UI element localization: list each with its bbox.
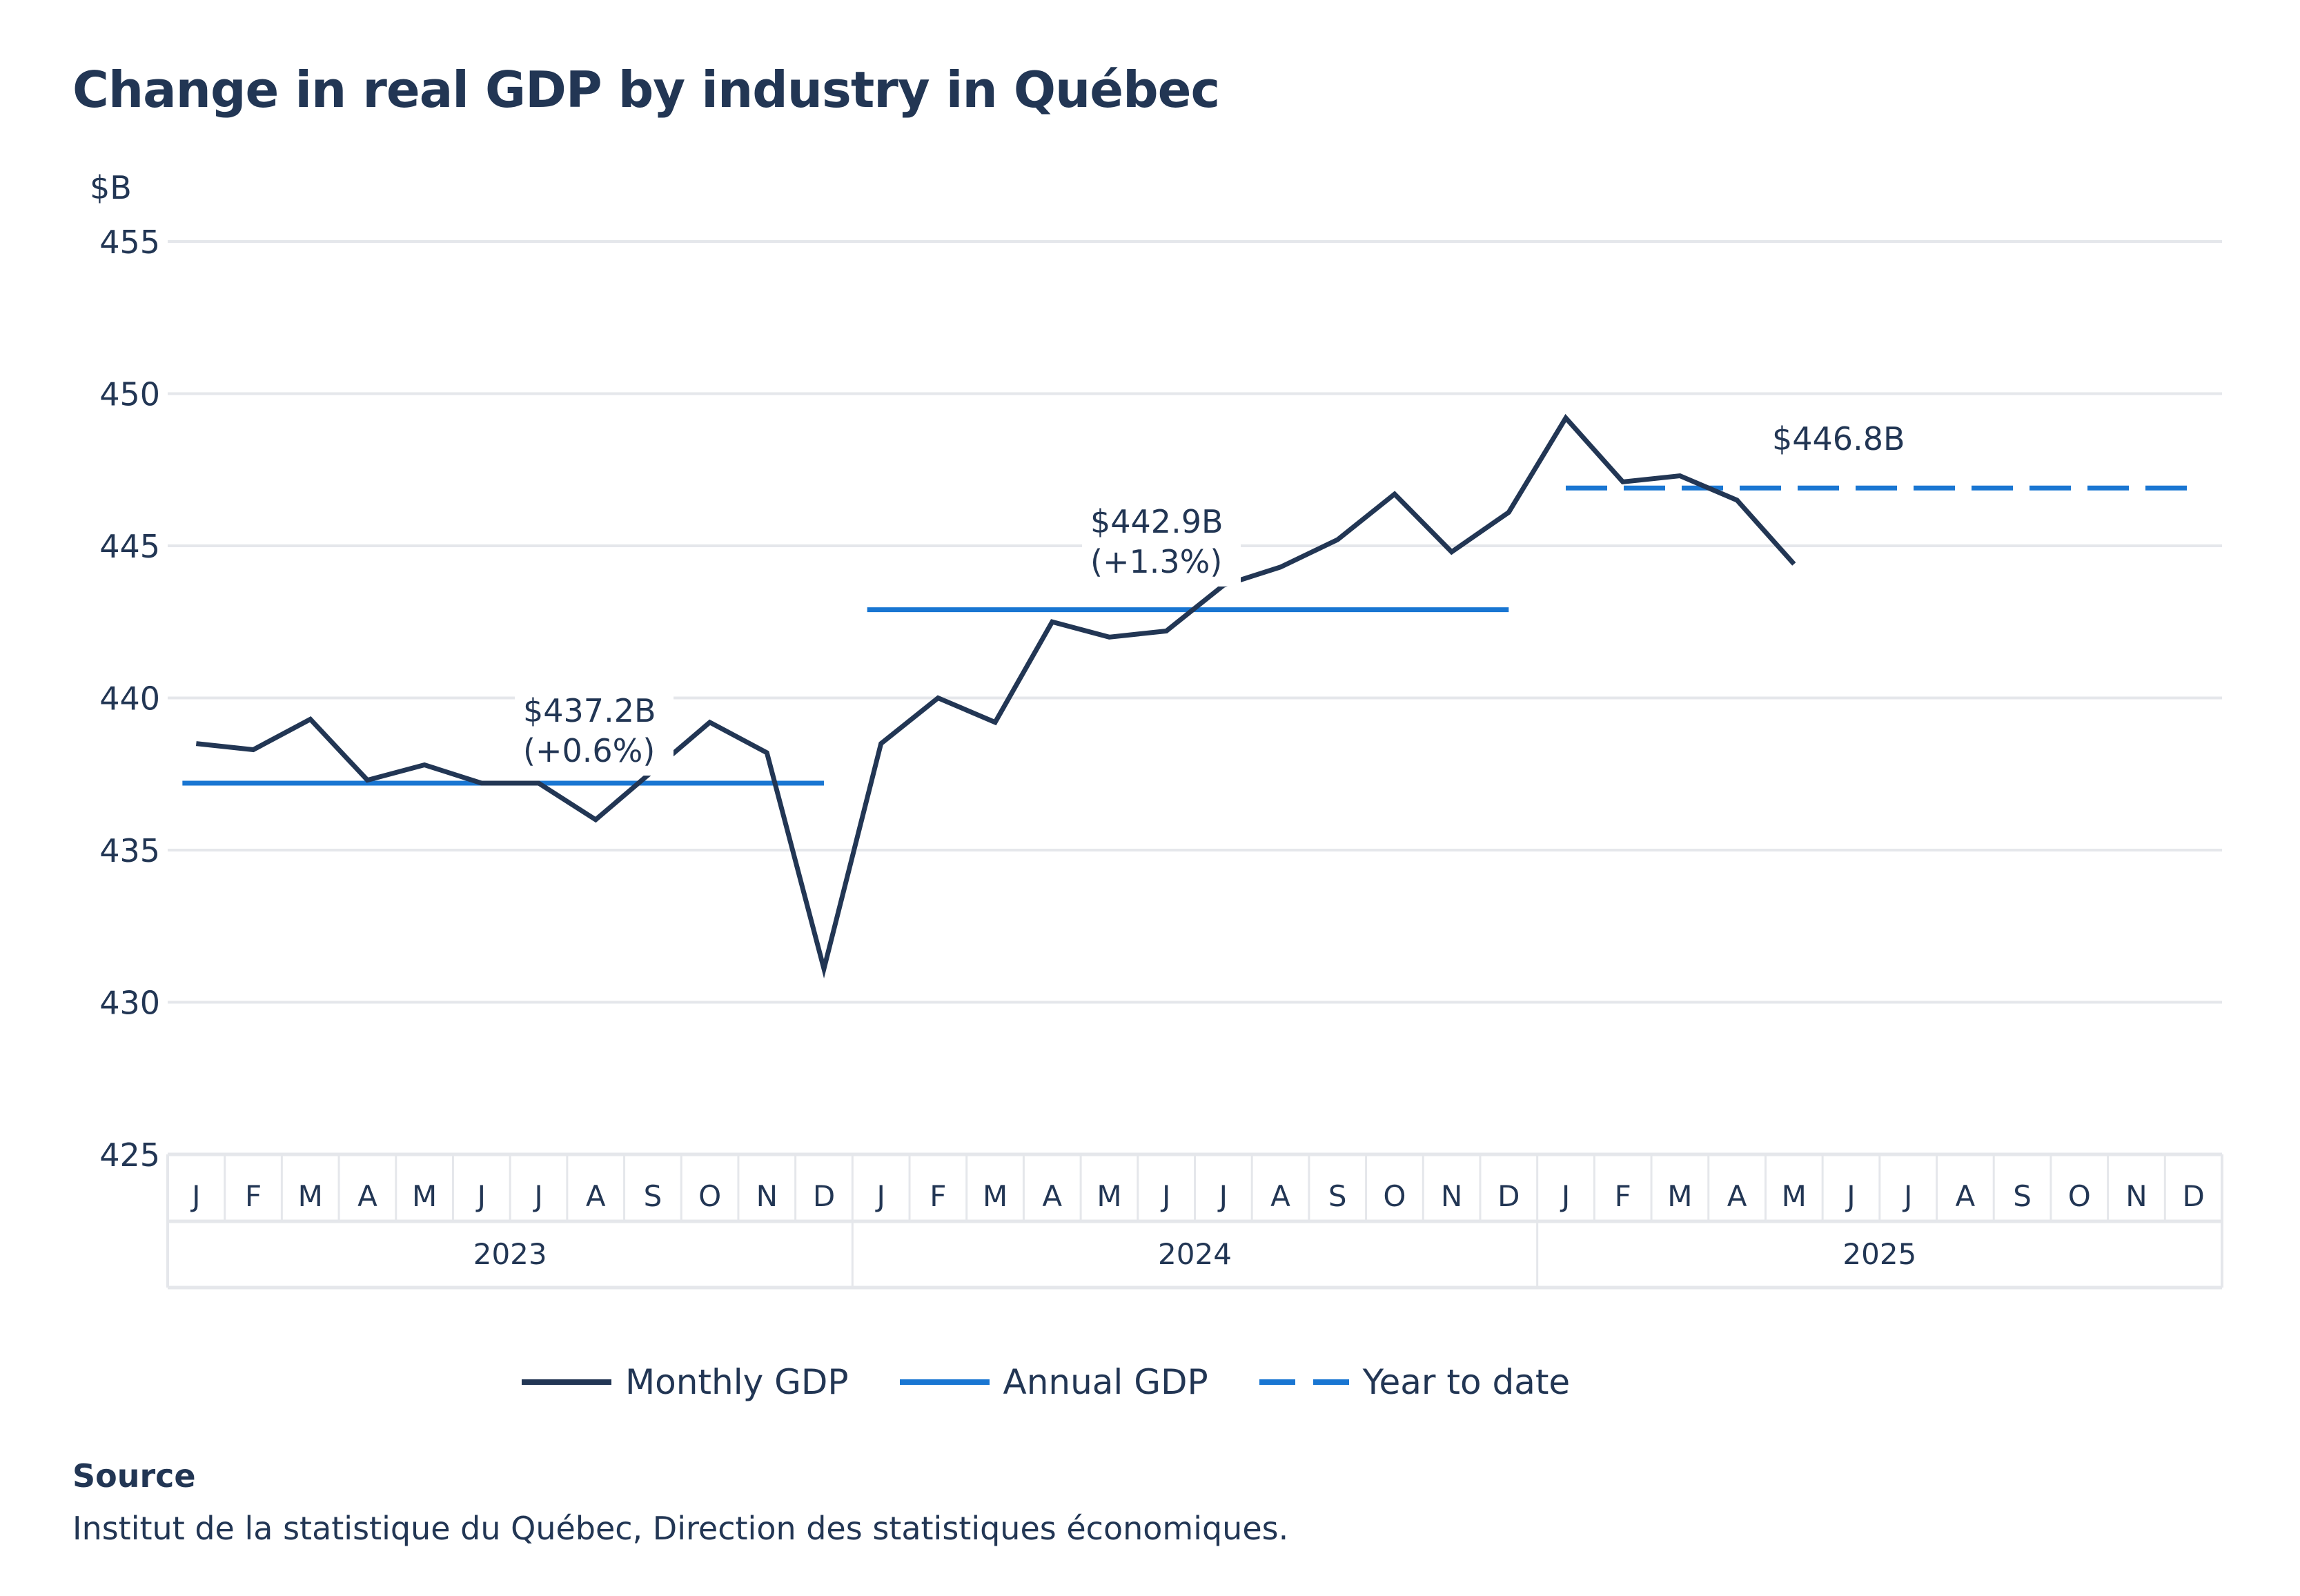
legend: Monthly GDP Annual GDP Year to date [522, 1358, 1621, 1406]
y-tick-label: 435 [99, 832, 160, 869]
x-tick-month: S [1328, 1179, 1347, 1213]
x-tick-month: F [930, 1179, 946, 1213]
legend-swatch-annual [899, 1379, 990, 1385]
annotation-label: (+1.3%) [1090, 543, 1222, 580]
source-heading: Source [72, 1457, 196, 1495]
legend-item-annual[interactable]: Annual GDP [899, 1358, 1208, 1406]
y-tick-label: 455 [99, 224, 160, 261]
gridlines [168, 240, 2222, 1004]
x-tick-month: J [1560, 1179, 1570, 1213]
x-tick-month: J [1160, 1179, 1170, 1213]
x-tick-month: S [2013, 1179, 2032, 1213]
x-tick-month: D [2182, 1179, 2204, 1213]
x-tick-month: A [1956, 1179, 1976, 1213]
x-tick-month: O [1383, 1179, 1406, 1213]
legend-item-ytd[interactable]: Year to date [1259, 1358, 1571, 1406]
annotation-labels: $437.2B(+0.6%) $442.9B(+1.3%) $446.8B [515, 414, 1923, 776]
y-tick-label: 445 [99, 528, 160, 565]
x-tick-month: A [1727, 1179, 1747, 1213]
x-tick-month: A [1270, 1179, 1290, 1213]
x-tick-month: D [1497, 1179, 1520, 1213]
x-tick-month: N [2125, 1179, 2147, 1213]
x-tick-month: A [357, 1179, 377, 1213]
y-tick-label: 430 [99, 985, 160, 1022]
y-tick-label: 425 [99, 1136, 160, 1174]
x-tick-month: A [1042, 1179, 1062, 1213]
monthly-gdp-line [195, 413, 1796, 978]
x-axis: J F M A M J J A S O N D J F M A M J J A S O N D J F M A M J J A S O N D2023… [166, 1152, 2223, 1290]
legend-item-monthly[interactable]: Monthly GDP [522, 1358, 849, 1406]
x-tick-month: M [1782, 1179, 1807, 1213]
annotation-label: (+0.6%) [523, 732, 655, 769]
x-tick-month: J [874, 1179, 885, 1213]
x-tick-month: S [644, 1179, 662, 1213]
x-tick-year: 2025 [1842, 1237, 1916, 1271]
y-tick-label: 450 [99, 376, 160, 413]
x-tick-month: M [1667, 1179, 1692, 1213]
chart-title: Change in real GDP by industry in Québec [72, 61, 1220, 119]
x-tick-month: A [586, 1179, 606, 1213]
annotation-background [515, 686, 674, 776]
x-tick-month: F [245, 1179, 262, 1213]
x-tick-month: M [1097, 1179, 1121, 1213]
x-tick-month: N [756, 1179, 778, 1213]
x-tick-month: M [412, 1179, 437, 1213]
x-tick-month: J [532, 1179, 542, 1213]
x-tick-month: J [1902, 1179, 1912, 1213]
annotation-label: $442.9B [1090, 503, 1223, 540]
x-tick-year: 2023 [473, 1237, 547, 1271]
legend-label: Monthly GDP [625, 1362, 849, 1402]
x-tick-month: J [475, 1179, 486, 1213]
annotation-label: $446.8B [1772, 420, 1905, 457]
legend-swatch-monthly [522, 1379, 611, 1385]
legend-label: Year to date [1362, 1362, 1571, 1402]
legend-label: Annual GDP [1003, 1362, 1208, 1402]
y-tick-label: 440 [99, 680, 160, 718]
x-tick-month: J [190, 1179, 200, 1213]
annotation-background [1082, 497, 1241, 587]
legend-swatch-ytd [1259, 1379, 1349, 1385]
y-axis-label: $B [90, 169, 132, 206]
x-tick-month: O [2068, 1179, 2091, 1213]
x-tick-month: O [698, 1179, 721, 1213]
annual-gdp-series [182, 607, 1509, 786]
x-tick-month: D [813, 1179, 835, 1213]
annotation-label: $437.2B [523, 692, 656, 729]
monthly-gdp-series [195, 413, 1796, 978]
y-axis-ticks: 425 430 435 440 445 450 455 [99, 224, 160, 1174]
x-tick-month: M [983, 1179, 1008, 1213]
x-tick-month: F [1615, 1179, 1631, 1213]
x-tick-month: M [298, 1179, 323, 1213]
source-text: Institut de la statistique du Québec, Di… [72, 1510, 1289, 1547]
x-tick-month: N [1441, 1179, 1462, 1213]
x-tick-year: 2024 [1158, 1237, 1232, 1271]
x-tick-month: J [1845, 1179, 1855, 1213]
x-tick-month: J [1217, 1179, 1228, 1213]
annotation-background [1764, 414, 1923, 464]
